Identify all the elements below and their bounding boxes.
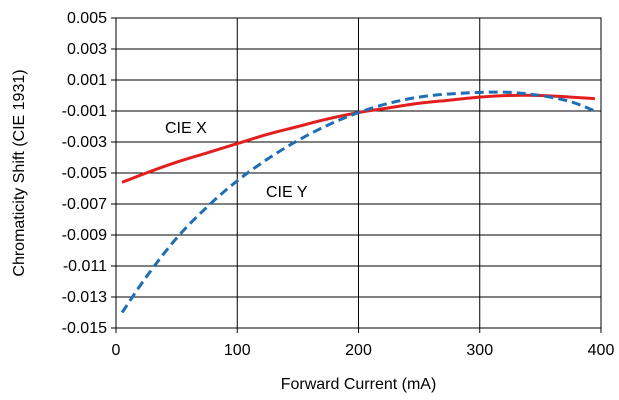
series-group [120, 90, 596, 314]
x-tick-label: 300 [466, 342, 493, 359]
y-tick-label: -0.011 [63, 258, 107, 275]
y-tick-label: -0.009 [62, 227, 107, 244]
x-tick-label: 400 [588, 342, 615, 359]
x-axis-title: Forward Current (mA) [281, 376, 437, 393]
y-tick-label: -0.005 [62, 165, 107, 182]
x-tick-label: 0 [112, 342, 121, 359]
series-label-cie-x: CIE X [165, 120, 207, 137]
y-tick-label: 0.005 [67, 10, 107, 27]
y-tick-label: -0.015 [62, 320, 107, 337]
series-label-cie-y: CIE Y [266, 184, 308, 201]
y-tick-label: -0.007 [62, 196, 107, 213]
y-axis-title: Chromaticity Shift (CIE 1931) [11, 69, 28, 276]
x-tick-label: 200 [345, 342, 372, 359]
y-tick-label: -0.001 [62, 103, 107, 120]
x-axis-ticks: 0 100 200 300 400 [112, 328, 615, 359]
y-tick-label: -0.013 [62, 289, 107, 306]
y-axis-ticks: 0.005 0.003 0.001 -0.001 -0.003 -0.005 -0.007 -… [62, 10, 116, 337]
y-tick-label: -0.003 [62, 134, 107, 151]
y-tick-label: 0.001 [67, 72, 107, 89]
y-tick-label: 0.003 [67, 41, 107, 58]
series-line-cie-y [120, 90, 596, 314]
grid [115, 17, 602, 329]
x-tick-label: 100 [224, 342, 251, 359]
